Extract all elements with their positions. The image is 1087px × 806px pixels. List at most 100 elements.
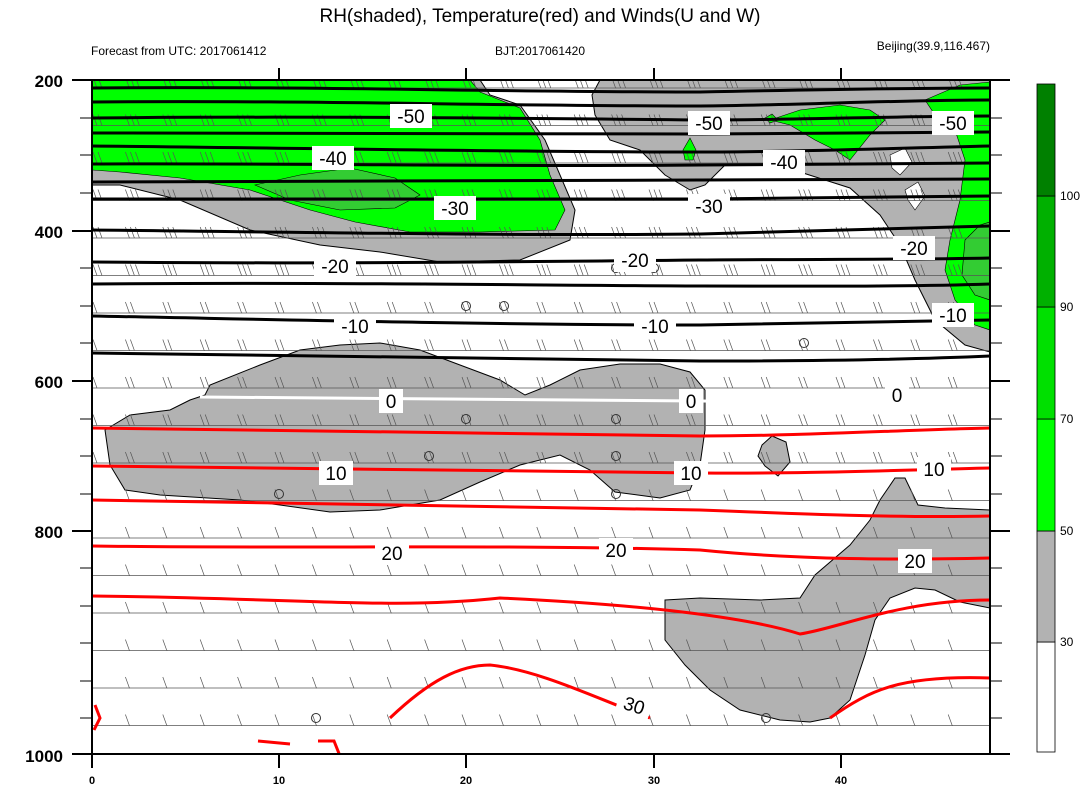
wind-barb-332 bbox=[798, 564, 841, 576]
calm-marker-8 bbox=[424, 451, 434, 461]
wind-barb-156 bbox=[499, 301, 542, 314]
wind-barb-411 bbox=[162, 714, 205, 726]
wind-barb-171 bbox=[162, 339, 205, 351]
isotherm-label-minus30-b: -30 bbox=[695, 197, 722, 218]
wind-barb-261 bbox=[835, 451, 878, 464]
wind-barb-420 bbox=[499, 714, 542, 726]
wind-barb-362 bbox=[125, 639, 168, 651]
wind-barb-264 bbox=[947, 451, 990, 464]
wind-barb-422 bbox=[573, 714, 617, 726]
wind-barb-275 bbox=[461, 489, 504, 501]
wind-barb-170 bbox=[125, 339, 168, 351]
wind-barb-222 bbox=[274, 414, 317, 426]
wind-barb-301 bbox=[536, 526, 579, 539]
wind-barb-375 bbox=[611, 639, 654, 651]
wind-barb-212 bbox=[798, 376, 841, 389]
label-box-minus40-b bbox=[763, 150, 805, 174]
label-box-minus20-b bbox=[614, 248, 656, 272]
wind-barb-12 bbox=[500, 80, 542, 89]
wind-barb-46 bbox=[873, 114, 916, 126]
wind-barb-110 bbox=[573, 226, 617, 239]
wind-barb-403 bbox=[760, 676, 804, 689]
isotherm-label-20-a: 20 bbox=[381, 544, 402, 565]
isotherm-label-minus30-a: -30 bbox=[441, 199, 468, 220]
label-box-30-a bbox=[614, 688, 655, 722]
wind-barb-133 bbox=[536, 264, 579, 276]
wind-barb-99 bbox=[162, 226, 205, 239]
wind-barb-284 bbox=[798, 489, 841, 501]
wind-barb-371 bbox=[461, 639, 504, 651]
wind-barb-331 bbox=[760, 564, 804, 576]
calm-marker-13 bbox=[761, 713, 771, 723]
wind-barb-342 bbox=[274, 601, 317, 614]
wind-barb-324 bbox=[499, 564, 542, 576]
wind-barb-159 bbox=[611, 301, 654, 314]
wind-barb-405 bbox=[835, 676, 878, 689]
wind-barb-17 bbox=[687, 80, 729, 89]
wind-barb-389 bbox=[237, 676, 280, 689]
wind-barb-243 bbox=[162, 451, 205, 464]
wind-barb-201 bbox=[386, 376, 430, 389]
isotherm-25-left-edge bbox=[92, 704, 102, 731]
colorbar-tick-50: 50 bbox=[1060, 524, 1074, 538]
wind-barb-391 bbox=[312, 676, 355, 689]
wind-barb-409 bbox=[92, 724, 130, 726]
wind-barb-300 bbox=[499, 526, 542, 539]
wind-barb-416 bbox=[349, 714, 392, 726]
wind-barb-315 bbox=[162, 564, 205, 576]
wind-barb-339 bbox=[162, 601, 205, 614]
wind-barb-297 bbox=[386, 526, 430, 539]
wind-barb-120 bbox=[947, 226, 990, 239]
wind-barb-341 bbox=[237, 601, 280, 614]
colorbar-bin-white bbox=[1036, 641, 1056, 753]
isotherm-label-minus40-a: -40 bbox=[319, 149, 346, 170]
label-box-minus30-b bbox=[688, 194, 730, 218]
isotherm-minus35-b bbox=[92, 177, 990, 184]
wind-barb-377 bbox=[686, 639, 729, 651]
wind-barb-205 bbox=[536, 376, 579, 389]
wind-barb-199 bbox=[312, 376, 355, 389]
label-box-10-b bbox=[674, 461, 708, 485]
wind-barb-299 bbox=[461, 526, 504, 539]
wind-barb-291 bbox=[162, 526, 205, 539]
wind-barb-172 bbox=[199, 339, 243, 351]
isotherm-label-10-c: 10 bbox=[923, 460, 944, 481]
wind-barb-191 bbox=[910, 339, 953, 351]
wind-barb-204 bbox=[499, 376, 542, 389]
isotherm-label-10-a: 10 bbox=[325, 464, 346, 485]
wind-barb-326 bbox=[573, 564, 617, 576]
wind-barb-293 bbox=[237, 526, 280, 539]
wind-barb-64 bbox=[648, 151, 691, 164]
wind-barb-401 bbox=[686, 676, 729, 689]
wind-barb-271 bbox=[312, 489, 355, 501]
wind-barb-234 bbox=[723, 414, 766, 426]
wind-barb-240 bbox=[947, 414, 990, 426]
label-box-20-b bbox=[599, 538, 633, 562]
wind-barb-425 bbox=[686, 714, 729, 726]
wind-barb-233 bbox=[686, 414, 729, 426]
plot-frame bbox=[91, 79, 991, 755]
wind-barb-382 bbox=[873, 639, 916, 651]
wind-barb-370 bbox=[424, 639, 467, 651]
wind-barb-149 bbox=[237, 301, 280, 314]
wind-barb-139 bbox=[760, 264, 804, 276]
wind-barb-329 bbox=[686, 564, 729, 576]
wind-barb-187 bbox=[760, 339, 804, 351]
wind-barb-321 bbox=[386, 564, 430, 576]
isotherm-label-minus50-c: -50 bbox=[939, 114, 966, 135]
chart-title: RH(shaded), Temperature(red) and Winds(U… bbox=[319, 6, 760, 27]
wind-barb-387 bbox=[162, 676, 205, 689]
wind-barb-316 bbox=[199, 564, 243, 576]
wind-barb-108 bbox=[499, 226, 542, 239]
wind-barb-289 bbox=[92, 536, 130, 539]
wind-barb-95 bbox=[910, 189, 953, 201]
isotherm-25-bottom-a bbox=[257, 739, 291, 746]
wind-barb-318 bbox=[274, 564, 317, 576]
wind-barb-142 bbox=[873, 264, 916, 276]
wind-barb-61 bbox=[536, 151, 579, 164]
wind-barb-320 bbox=[349, 564, 392, 576]
wind-barb-128 bbox=[349, 264, 392, 276]
wind-barb-32 bbox=[349, 114, 392, 126]
isotherm-label-20-c: 20 bbox=[904, 552, 925, 573]
wind-barb-244 bbox=[199, 451, 243, 464]
